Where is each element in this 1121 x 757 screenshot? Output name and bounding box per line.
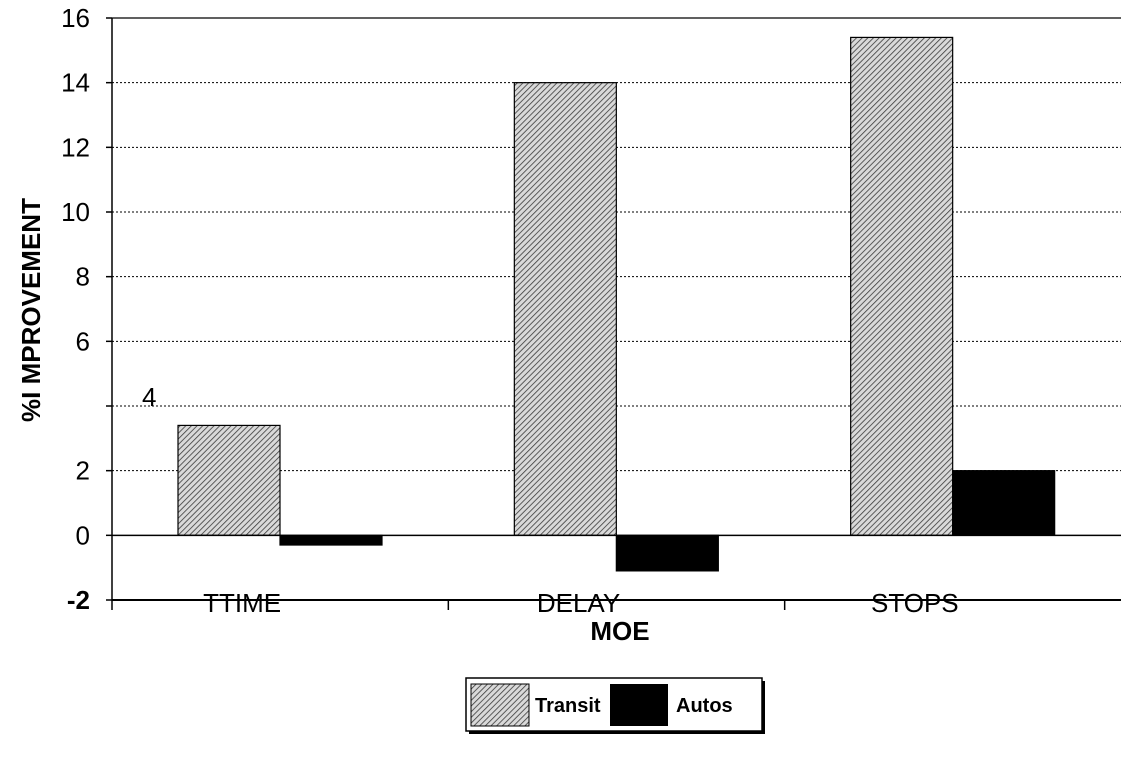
legend-swatch-transit xyxy=(470,683,530,727)
y-tick-label: 6 xyxy=(76,326,90,356)
y-tick-label: 4 xyxy=(142,382,156,412)
legend-shadow-right xyxy=(762,681,765,734)
bar-autos-delay xyxy=(615,534,719,572)
y-tick-label: 14 xyxy=(61,68,90,98)
y-tick-label: 8 xyxy=(76,262,90,292)
y-tick-label: 2 xyxy=(76,456,90,486)
axes xyxy=(106,17,1121,610)
bar-autos-ttime xyxy=(279,534,383,546)
y-tick-label: 16 xyxy=(61,3,90,33)
y-tick-label: 10 xyxy=(61,197,90,227)
bars xyxy=(177,36,1056,572)
x-category-label: STOPS xyxy=(871,588,959,618)
legend-label-autos: Autos xyxy=(676,695,733,717)
legend: Transit Autos xyxy=(465,677,765,734)
y-tick-label: 12 xyxy=(61,132,90,162)
bar-transit-ttime xyxy=(177,424,281,536)
legend-shadow-bottom xyxy=(469,731,765,734)
labels: %I MPROVEMENT MOE -2 0 2 4 6 8 10 12 14 16 TTIME DE… xyxy=(16,3,959,646)
bar-transit-delay xyxy=(513,82,617,536)
y-axis-title: %I MPROVEMENT xyxy=(16,198,46,422)
legend-swatch-autos xyxy=(610,684,668,726)
x-axis-title: MOE xyxy=(590,616,649,646)
y-tick-label: 0 xyxy=(76,520,90,550)
y-tick-label: -2 xyxy=(67,585,90,615)
x-category-label: TTIME xyxy=(203,588,281,618)
bar-transit-stops xyxy=(850,36,954,536)
bar-autos-stops xyxy=(952,470,1056,536)
legend-label-transit: Transit xyxy=(535,695,601,717)
x-category-label: DELAY xyxy=(537,588,620,618)
